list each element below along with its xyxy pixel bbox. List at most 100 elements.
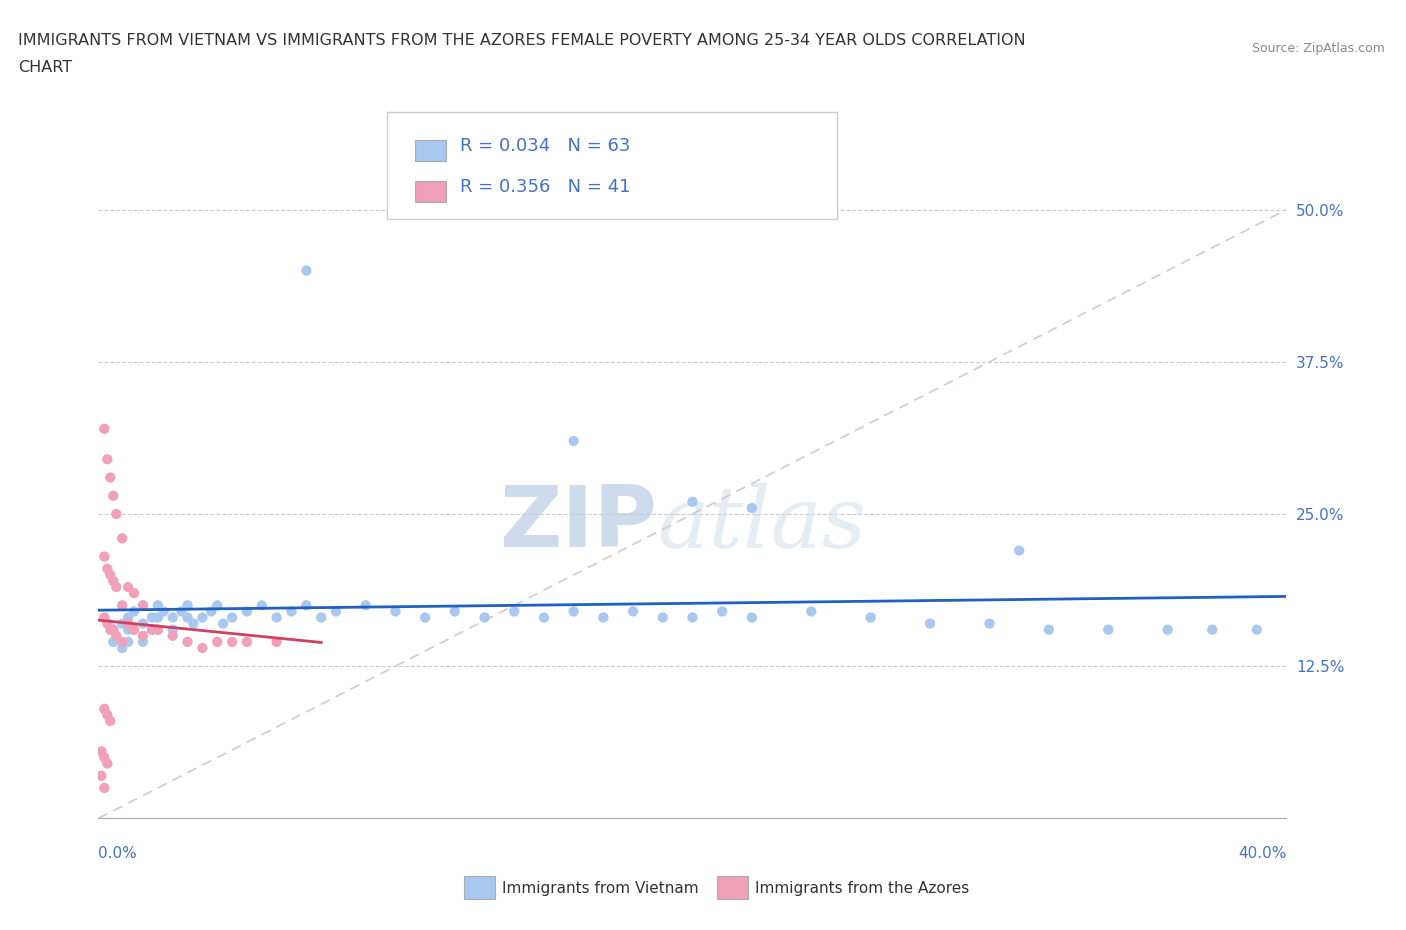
Point — [176, 610, 198, 625]
Point — [503, 604, 526, 618]
Text: CHART: CHART — [18, 60, 72, 75]
Point — [236, 634, 259, 649]
Point — [183, 617, 205, 631]
Point — [132, 598, 155, 613]
Point — [384, 604, 406, 618]
Text: ZIP: ZIP — [499, 483, 657, 565]
Point — [207, 634, 229, 649]
Point — [162, 629, 184, 644]
Text: R = 0.356   N = 41: R = 0.356 N = 41 — [460, 179, 630, 196]
Point — [200, 604, 222, 618]
Text: 0.0%: 0.0% — [98, 846, 138, 861]
Point — [93, 780, 115, 795]
Point — [146, 622, 169, 637]
Point — [621, 604, 644, 618]
Text: IMMIGRANTS FROM VIETNAM VS IMMIGRANTS FROM THE AZORES FEMALE POVERTY AMONG 25-34: IMMIGRANTS FROM VIETNAM VS IMMIGRANTS FR… — [18, 33, 1026, 47]
Point — [221, 610, 243, 625]
Point — [741, 500, 763, 515]
Point — [682, 610, 704, 625]
Point — [93, 751, 115, 765]
Point — [141, 610, 163, 625]
Point — [141, 622, 163, 637]
Point — [1201, 622, 1223, 637]
Point — [859, 610, 882, 625]
Point — [93, 610, 115, 625]
Point — [682, 495, 704, 510]
Point — [132, 617, 155, 631]
Point — [103, 622, 125, 637]
Point — [325, 604, 347, 618]
Point — [191, 641, 214, 656]
Point — [1246, 622, 1268, 637]
Point — [162, 622, 184, 637]
Point — [176, 598, 198, 613]
Point — [132, 629, 155, 644]
Point — [295, 598, 318, 613]
Point — [651, 610, 673, 625]
Point — [93, 550, 115, 565]
Point — [111, 531, 134, 546]
Text: 40.0%: 40.0% — [1239, 846, 1286, 861]
Point — [96, 708, 118, 723]
Text: atlas: atlas — [657, 483, 866, 565]
Text: Source: ZipAtlas.com: Source: ZipAtlas.com — [1251, 42, 1385, 55]
Point — [443, 604, 465, 618]
Point — [979, 617, 1001, 631]
Point — [93, 701, 115, 716]
Point — [354, 598, 377, 613]
Point — [250, 598, 273, 613]
Point — [105, 579, 128, 594]
Point — [122, 586, 145, 601]
Point — [98, 470, 121, 485]
Point — [111, 641, 134, 656]
Point — [1156, 622, 1178, 637]
Point — [711, 604, 734, 618]
Point — [98, 713, 121, 728]
Point — [146, 610, 169, 625]
Point — [103, 622, 125, 637]
Point — [98, 567, 121, 582]
Point — [96, 452, 118, 467]
Point — [162, 610, 184, 625]
Point — [90, 768, 112, 783]
Point — [132, 634, 155, 649]
Text: Immigrants from the Azores: Immigrants from the Azores — [755, 881, 969, 896]
Point — [309, 610, 332, 625]
Point — [111, 617, 134, 631]
Point — [295, 263, 318, 278]
Point — [212, 617, 235, 631]
Point — [146, 622, 169, 637]
Point — [122, 622, 145, 637]
Point — [280, 604, 302, 618]
Point — [221, 634, 243, 649]
Point — [146, 598, 169, 613]
Point — [141, 622, 163, 637]
Point — [413, 610, 436, 625]
Point — [170, 604, 193, 618]
Point — [266, 610, 288, 625]
Point — [111, 634, 134, 649]
Point — [1008, 543, 1031, 558]
Point — [132, 598, 155, 613]
Point — [236, 604, 259, 618]
Point — [103, 574, 125, 589]
Point — [117, 617, 139, 631]
Text: R = 0.034   N = 63: R = 0.034 N = 63 — [460, 137, 630, 154]
Point — [533, 610, 555, 625]
Point — [592, 610, 614, 625]
Point — [191, 610, 214, 625]
Point — [103, 634, 125, 649]
Point — [152, 604, 174, 618]
Point — [176, 634, 198, 649]
Point — [105, 629, 128, 644]
Point — [90, 744, 112, 759]
Point — [98, 622, 121, 637]
Point — [1097, 622, 1119, 637]
Text: Immigrants from Vietnam: Immigrants from Vietnam — [502, 881, 699, 896]
Point — [117, 634, 139, 649]
Point — [207, 598, 229, 613]
Point — [117, 579, 139, 594]
Point — [122, 604, 145, 618]
Point — [741, 610, 763, 625]
Point — [266, 634, 288, 649]
